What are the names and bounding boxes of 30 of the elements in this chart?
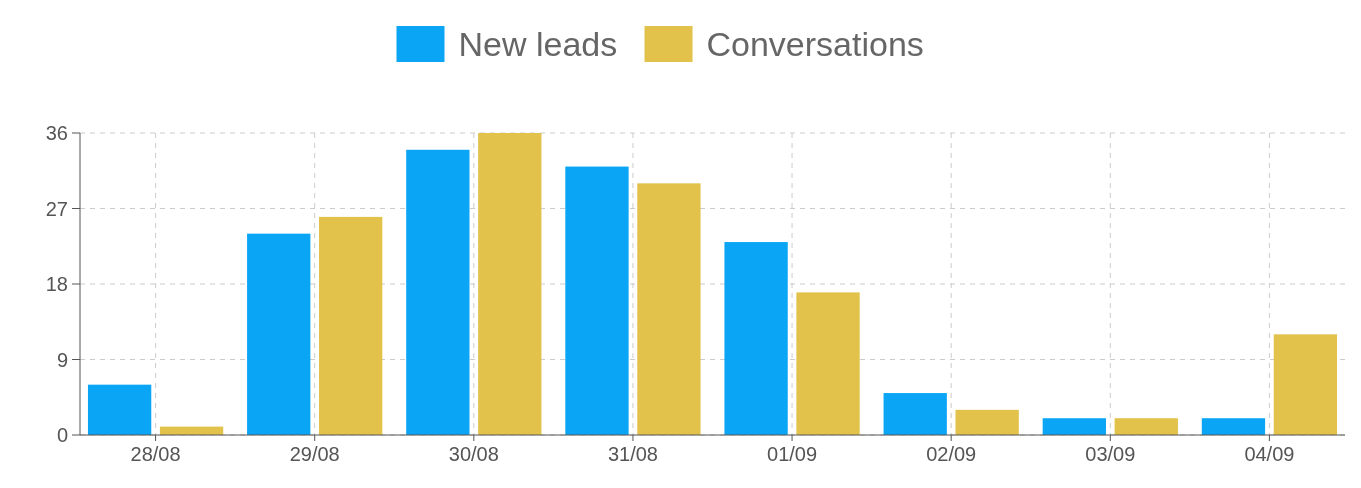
bar [247,233,311,435]
bar [796,292,860,435]
bar [1042,418,1106,435]
bar [883,393,947,435]
x-tick-label: 28/08 [130,443,181,465]
bar [319,216,383,435]
y-tick-label: 0 [56,424,68,446]
legend-label: New leads [458,25,618,63]
bar [1201,418,1266,435]
y-tick-label: 36 [45,122,68,144]
x-tick-label: 01/09 [767,443,818,465]
bar [1114,418,1178,435]
y-tick-label: 18 [45,273,68,295]
x-tick-label: 31/08 [607,443,658,465]
legend-label: Conversations [706,25,924,63]
y-tick-label: 27 [45,197,68,220]
bar [955,409,1019,435]
bar [406,149,470,435]
bar [724,242,788,435]
y-tick-label: 9 [56,348,68,371]
bar [478,133,542,435]
x-tick-label: 30/08 [448,443,499,465]
x-tick-label: 02/09 [926,443,977,465]
x-tick-label: 03/09 [1085,443,1136,465]
x-tick-label: 04/09 [1244,443,1295,465]
bar [637,183,701,435]
bar [1273,334,1338,435]
x-tick-label: 29/08 [289,443,340,465]
bar [565,166,629,435]
bar [87,384,152,435]
